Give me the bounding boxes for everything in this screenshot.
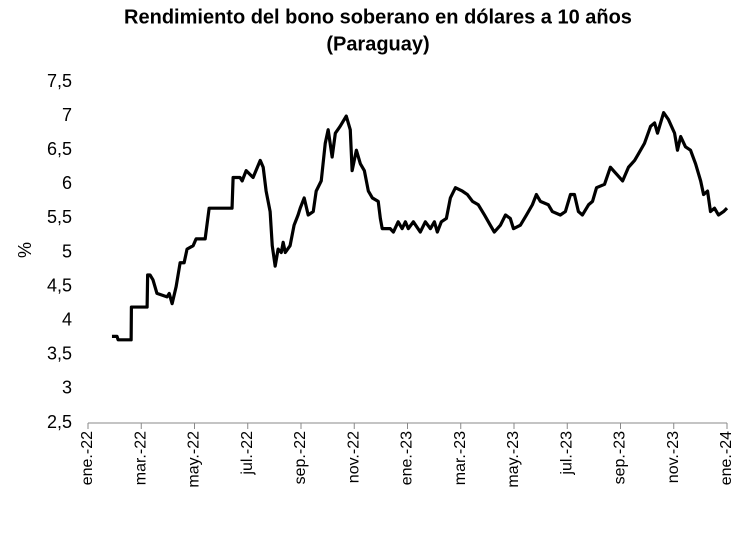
x-tick-label: may.-23 xyxy=(505,431,522,488)
chart-title: (Paraguay) xyxy=(326,33,429,55)
x-tick-label: mar.-22 xyxy=(132,431,149,485)
x-tick-label: ene.-23 xyxy=(399,431,416,485)
y-tick-label: 6 xyxy=(62,173,72,193)
x-tick-label: sep.-22 xyxy=(292,431,309,484)
y-tick-label: 3 xyxy=(62,378,72,398)
y-tick-label: 5,5 xyxy=(47,207,72,227)
y-tick-label: 6,5 xyxy=(47,139,72,159)
y-tick-label: 4 xyxy=(62,309,72,329)
x-tick-label: nov.-22 xyxy=(345,431,362,483)
x-tick-label: jul.-23 xyxy=(558,431,575,476)
y-tick-label: 7,5 xyxy=(47,71,72,91)
x-tick-label: mar.-23 xyxy=(452,431,469,485)
y-tick-label: 2,5 xyxy=(47,412,72,432)
y-tick-label: 7 xyxy=(62,105,72,125)
x-tick-label: ene.-24 xyxy=(718,431,735,485)
data-line xyxy=(111,111,729,342)
y-tick-label: 4,5 xyxy=(47,275,72,295)
x-tick-label: jul.-22 xyxy=(239,431,256,476)
y-tick-label: 5 xyxy=(62,241,72,261)
x-tick-label: nov.-23 xyxy=(665,431,682,483)
chart-title: Rendimiento del bono soberano en dólares… xyxy=(124,6,632,28)
y-tick-label: 3,5 xyxy=(47,344,72,364)
x-tick-label: sep.-23 xyxy=(612,431,629,484)
x-tick-label: ene.-22 xyxy=(79,431,96,485)
x-tick-label: may.-22 xyxy=(186,431,203,488)
y-axis-label: % xyxy=(15,242,35,258)
